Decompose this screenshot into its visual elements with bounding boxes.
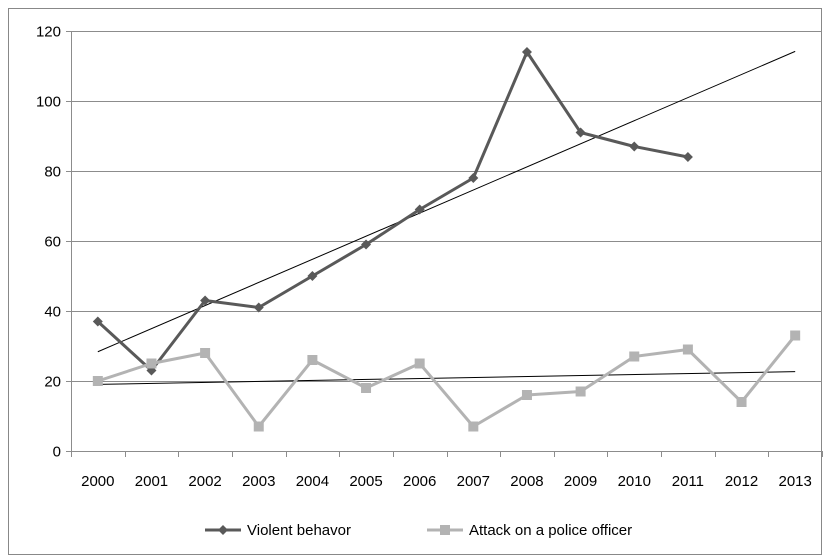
y-tick-label: 20	[44, 374, 61, 391]
chart-frame	[8, 8, 822, 555]
data-point-violent-behavor	[629, 141, 640, 152]
data-point-violent-behavor	[521, 47, 532, 57]
x-tick-label: 2005	[349, 473, 382, 490]
data-point-violent-behavor	[468, 173, 479, 183]
series	[92, 47, 801, 432]
x-tick-label: 2006	[403, 473, 436, 490]
trendline-attack-on-police-officer	[97, 371, 796, 385]
x-tick-label: 2013	[778, 473, 811, 490]
legend-label: Violent behavor	[247, 522, 351, 539]
legend: Violent behavor Attack on a police office…	[205, 522, 632, 539]
data-point-attack-on-police-officer	[468, 421, 479, 432]
legend-item-violent-behavor: Violent behavor	[205, 522, 351, 539]
x-tick-label: 2011	[672, 473, 704, 490]
axes	[66, 31, 823, 457]
x-tick-label: 2009	[564, 473, 597, 490]
x-tick-labels: 2000 2001 2002 2003 2004 2005 2006 2007 2008 2009…	[81, 473, 812, 490]
data-point-attack-on-police-officer	[629, 351, 640, 362]
y-tick-label: 80	[44, 164, 61, 181]
data-point-attack-on-police-officer	[682, 344, 693, 355]
data-point-violent-behavor	[92, 316, 103, 327]
x-tick-label: 2007	[457, 473, 490, 490]
data-point-attack-on-police-officer	[521, 390, 532, 400]
series-line-violent-behavor	[96, 50, 689, 372]
data-point-violent-behavor	[361, 239, 372, 250]
data-point-violent-behavor	[575, 127, 586, 138]
data-point-attack-on-police-officer	[307, 355, 318, 365]
x-tick-label: 2008	[510, 473, 543, 490]
data-point-violent-behavor	[414, 204, 425, 215]
x-tick-label: 2004	[296, 473, 329, 490]
y-tick-label: 120	[36, 24, 61, 41]
data-point-violent-behavor	[253, 302, 264, 313]
x-tick-label: 2012	[725, 473, 758, 490]
series-line-attack-on-police-officer	[97, 334, 797, 428]
x-tick-label: 2010	[618, 473, 651, 490]
data-point-attack-on-police-officer	[736, 397, 747, 407]
y-tick-label: 40	[44, 304, 61, 321]
legend-marker	[218, 525, 228, 535]
data-point-attack-on-police-officer	[361, 383, 372, 393]
data-point-violent-behavor	[682, 152, 693, 162]
x-tick-label: 2002	[188, 473, 221, 490]
legend-item-attack-on-police-officer: Attack on a police officer	[427, 522, 632, 539]
data-point-violent-behavor	[200, 295, 211, 306]
legend-label: Attack on a police officer	[469, 522, 632, 539]
data-point-attack-on-police-officer	[200, 348, 211, 358]
data-point-attack-on-police-officer	[790, 330, 801, 341]
y-tick-label: 0	[53, 444, 61, 461]
data-point-violent-behavor	[307, 271, 318, 281]
x-tick-label: 2001	[135, 473, 168, 490]
data-point-attack-on-police-officer	[575, 386, 586, 397]
data-point-attack-on-police-officer	[92, 376, 103, 386]
legend-marker	[440, 525, 450, 535]
data-point-attack-on-police-officer	[253, 421, 264, 432]
y-tick-label: 60	[44, 234, 61, 251]
x-tick-label: 2003	[242, 473, 275, 490]
y-tick-labels: 0 20 40 60 80 100 120	[36, 24, 61, 461]
x-tick-label: 2000	[81, 473, 114, 490]
data-point-attack-on-police-officer	[146, 358, 157, 369]
y-tick-label: 100	[36, 94, 61, 111]
data-point-attack-on-police-officer	[414, 358, 425, 369]
